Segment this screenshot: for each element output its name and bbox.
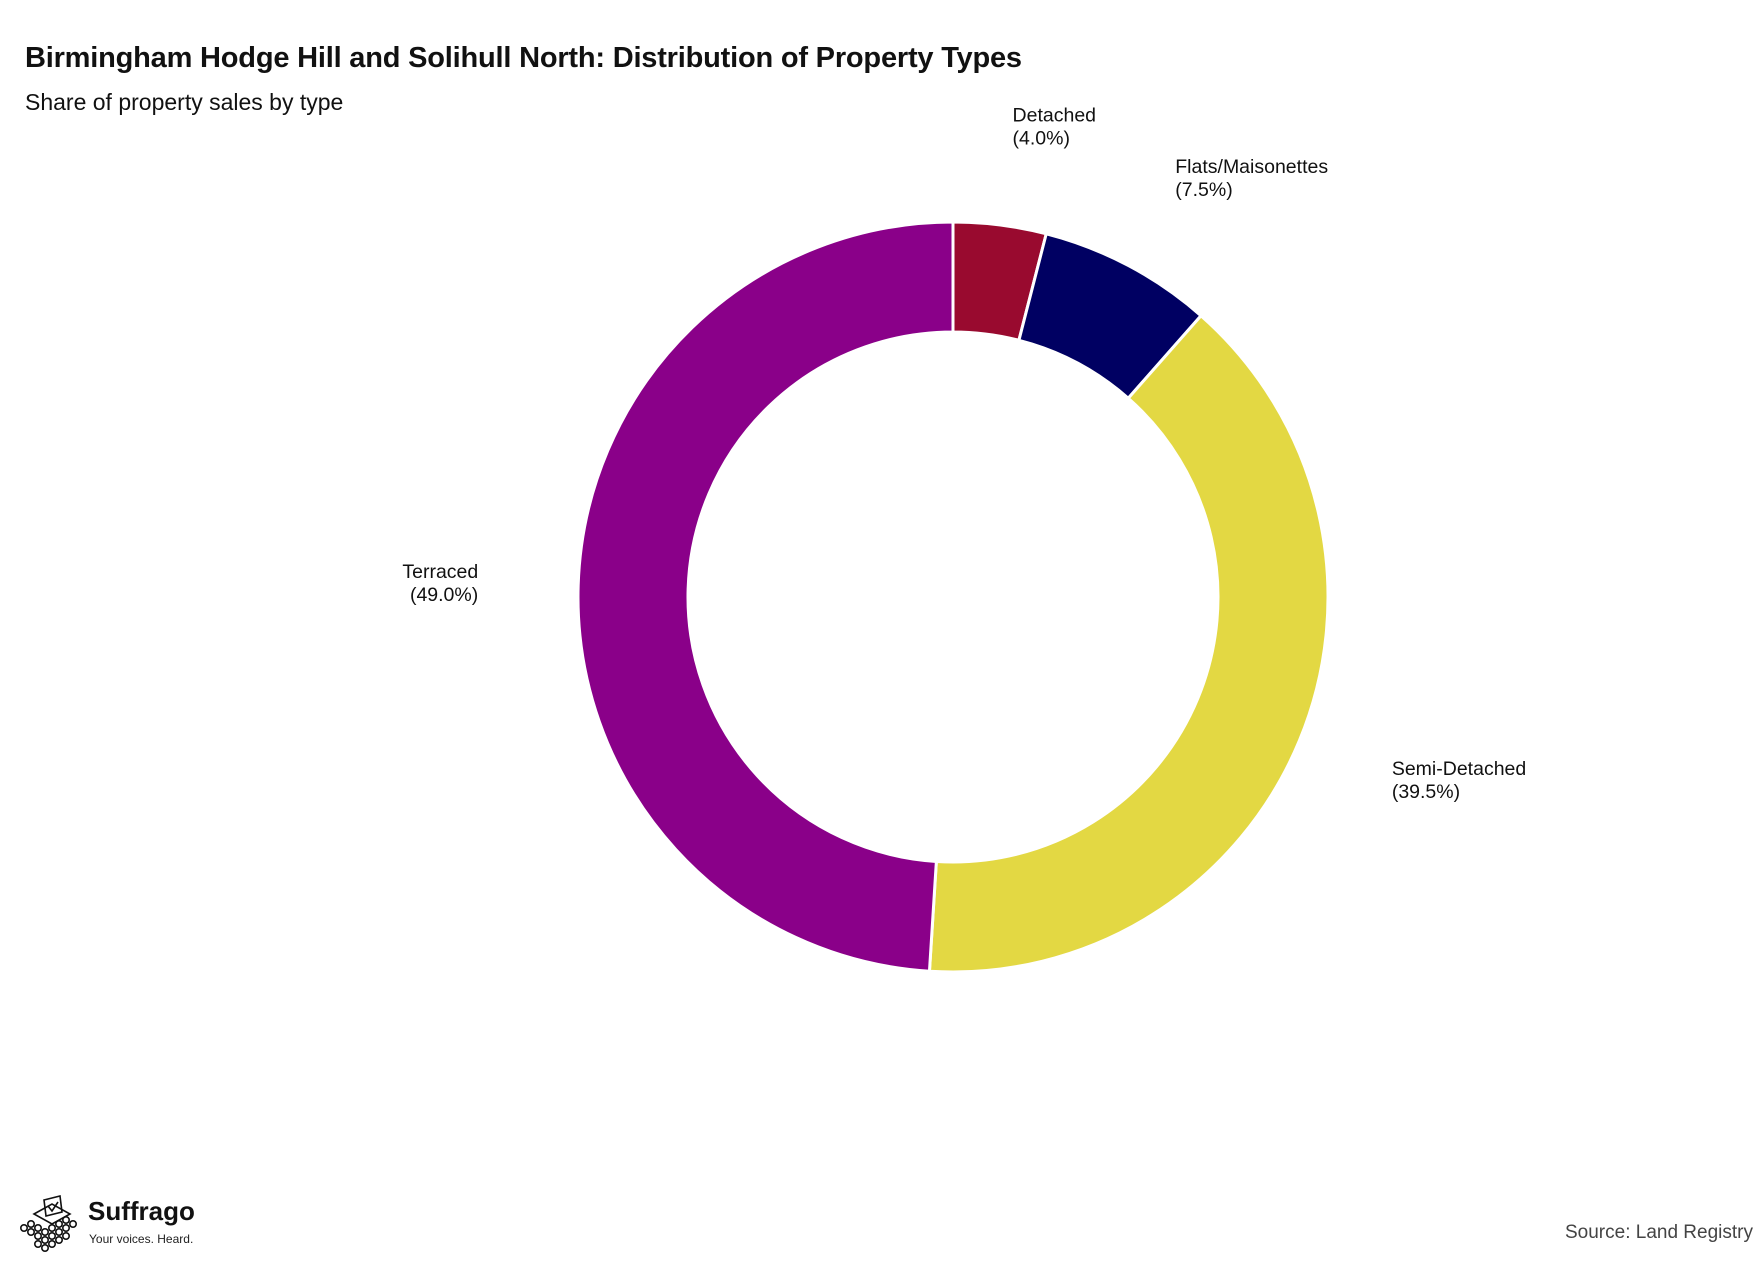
suffrago-logo-icon	[20, 1195, 77, 1252]
slice-label-name: Detached	[1013, 105, 1096, 127]
labels-layer: Detached (4.0%) Flats/Maisonettes (7.5%) Sem…	[402, 105, 1526, 803]
slice-label-name: Terraced	[402, 561, 478, 583]
slice-label-value: (7.5%)	[1175, 179, 1232, 201]
slice-label-value: (4.0%)	[1013, 128, 1070, 150]
slice-label-name: Semi-Detached	[1392, 758, 1526, 780]
chart-subtitle: Share of property sales by type	[25, 89, 344, 115]
brand-name: Suffrago	[88, 1196, 195, 1226]
source-note: Source: Land Registry	[1565, 1222, 1753, 1243]
slice-semi-detached	[927, 313, 1330, 974]
slice-label-value: (49.0%)	[410, 584, 478, 606]
slice-label-terraced: Terraced (49.0%)	[402, 561, 478, 606]
slice-label-detached: Detached (4.0%)	[1013, 105, 1096, 150]
slice-label-name: Flats/Maisonettes	[1175, 156, 1328, 178]
slices-layer	[576, 220, 1330, 974]
slice-terraced	[576, 220, 955, 973]
slice-label-flats-maisonettes: Flats/Maisonettes (7.5%)	[1175, 156, 1328, 201]
slice-label-semi-detached: Semi-Detached (39.5%)	[1392, 758, 1526, 803]
brand-tagline: Your voices. Heard.	[89, 1232, 194, 1246]
chart-title: Birmingham Hodge Hill and Solihull North…	[25, 42, 1022, 74]
slice-label-value: (39.5%)	[1392, 781, 1460, 803]
